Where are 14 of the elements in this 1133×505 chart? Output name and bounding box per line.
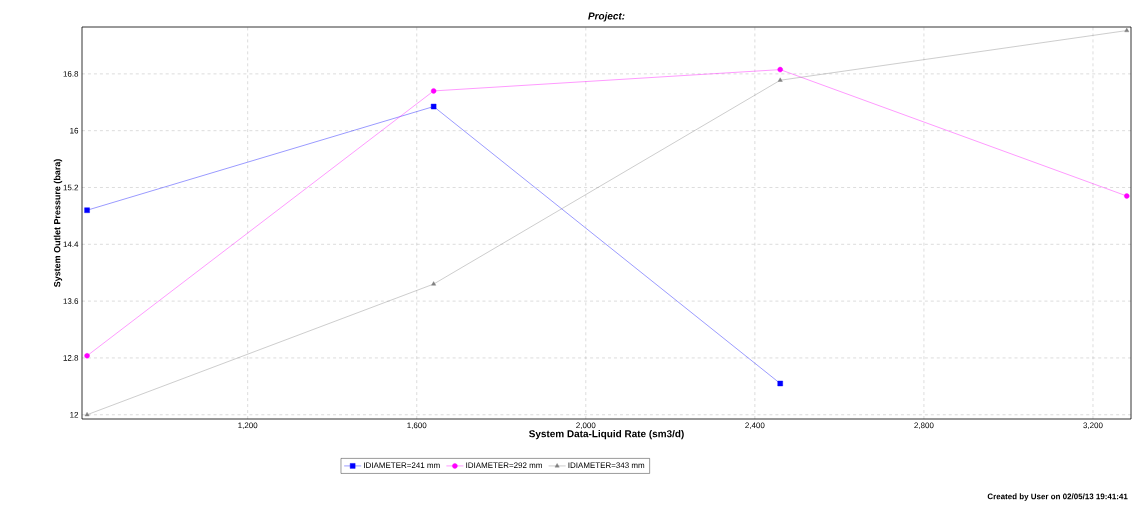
point (1124, 193, 1130, 199)
point (84, 353, 90, 359)
chart-title: Project: (588, 12, 625, 22)
point (84, 207, 90, 213)
point (431, 281, 437, 286)
point (430, 88, 437, 94)
point (777, 380, 783, 387)
point (84, 412, 90, 417)
point (777, 66, 783, 73)
x-axis-title: System Data-Liquid Rate (sm3/d) (529, 429, 684, 440)
point (777, 77, 783, 82)
point (430, 103, 437, 110)
point (1124, 27, 1130, 32)
y-axis-title: System Outlet Pressure (bara) (53, 159, 63, 288)
